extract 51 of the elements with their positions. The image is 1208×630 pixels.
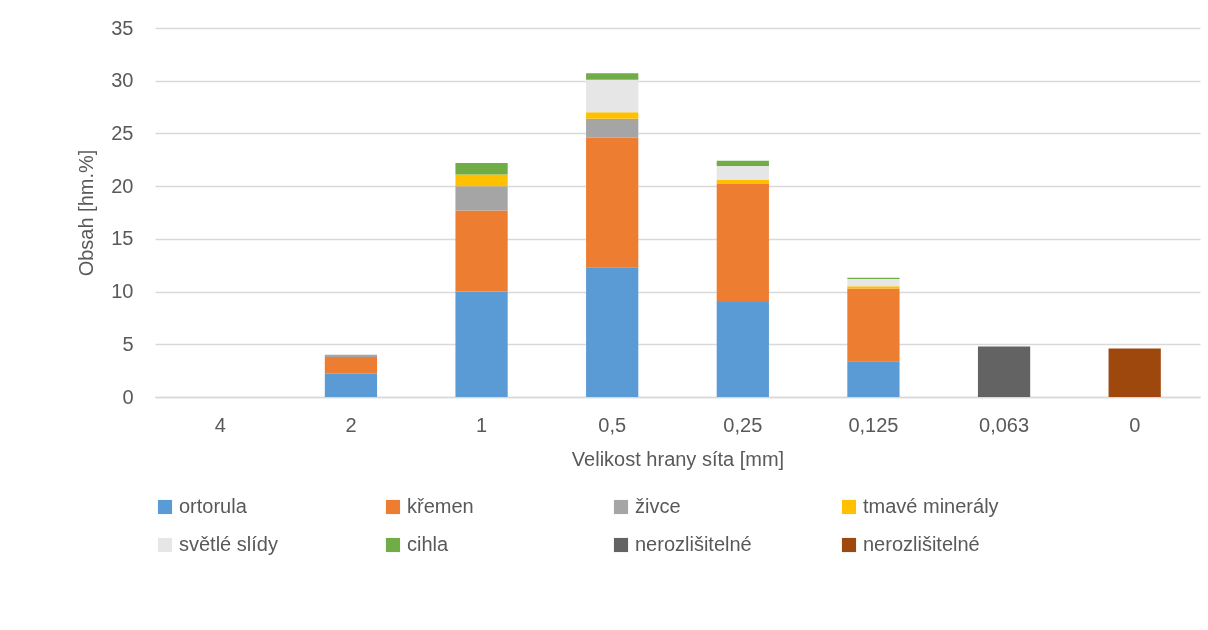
x-tick-label: 4 <box>214 413 226 436</box>
bar <box>586 118 639 138</box>
bar <box>716 179 769 185</box>
legend-label: světlé slídy <box>179 533 278 555</box>
bar <box>455 186 508 211</box>
bar <box>716 184 769 303</box>
bar <box>586 73 639 80</box>
legend-label: živce <box>635 495 681 517</box>
y-tick-label: 20 <box>111 174 134 197</box>
y-tick-label: 35 <box>111 16 134 39</box>
legend-label: křemen <box>407 495 474 517</box>
bar <box>716 166 769 180</box>
bar <box>455 210 508 292</box>
bar <box>455 162 508 175</box>
x-tick-label: 0,063 <box>979 413 1030 436</box>
bar <box>455 291 508 397</box>
x-tick-label: 2 <box>345 413 357 436</box>
bar <box>324 354 378 357</box>
bar <box>586 79 639 113</box>
bar <box>716 302 769 397</box>
y-tick-label: 0 <box>122 385 134 408</box>
bar <box>324 373 378 397</box>
legend-label: ortorula <box>179 495 248 517</box>
bar <box>586 112 639 119</box>
legend-label: tmavé minerály <box>863 495 999 517</box>
y-tick-label: 10 <box>111 280 134 303</box>
bar <box>977 346 1031 397</box>
x-tick-label: 0 <box>1129 413 1141 436</box>
x-tick-label: 0,5 <box>598 413 627 436</box>
x-axis-title: Velikost hrany síta [mm] <box>571 447 785 470</box>
y-axis-title: Obsah [hm.%] <box>75 149 98 277</box>
bar <box>847 286 900 289</box>
x-tick-label: 1 <box>476 413 488 436</box>
bar <box>847 288 900 362</box>
bar <box>1108 348 1161 397</box>
bar <box>586 137 639 268</box>
x-tick-label: 0,125 <box>848 413 899 436</box>
y-tick-label: 15 <box>111 227 134 250</box>
bar <box>455 174 508 187</box>
legend-label: cihla <box>407 533 450 555</box>
y-tick-label: 25 <box>111 121 134 144</box>
x-tick-label: 0,25 <box>723 413 763 436</box>
bar <box>586 267 639 397</box>
bar <box>847 361 900 397</box>
legend-label: nerozlišitelné <box>635 533 752 555</box>
legend-label: nerozlišitelné <box>863 533 980 555</box>
bar <box>324 356 378 374</box>
y-tick-label: 5 <box>122 332 134 355</box>
bar <box>847 278 900 287</box>
y-tick-label: 30 <box>111 69 134 92</box>
bar <box>716 160 769 167</box>
